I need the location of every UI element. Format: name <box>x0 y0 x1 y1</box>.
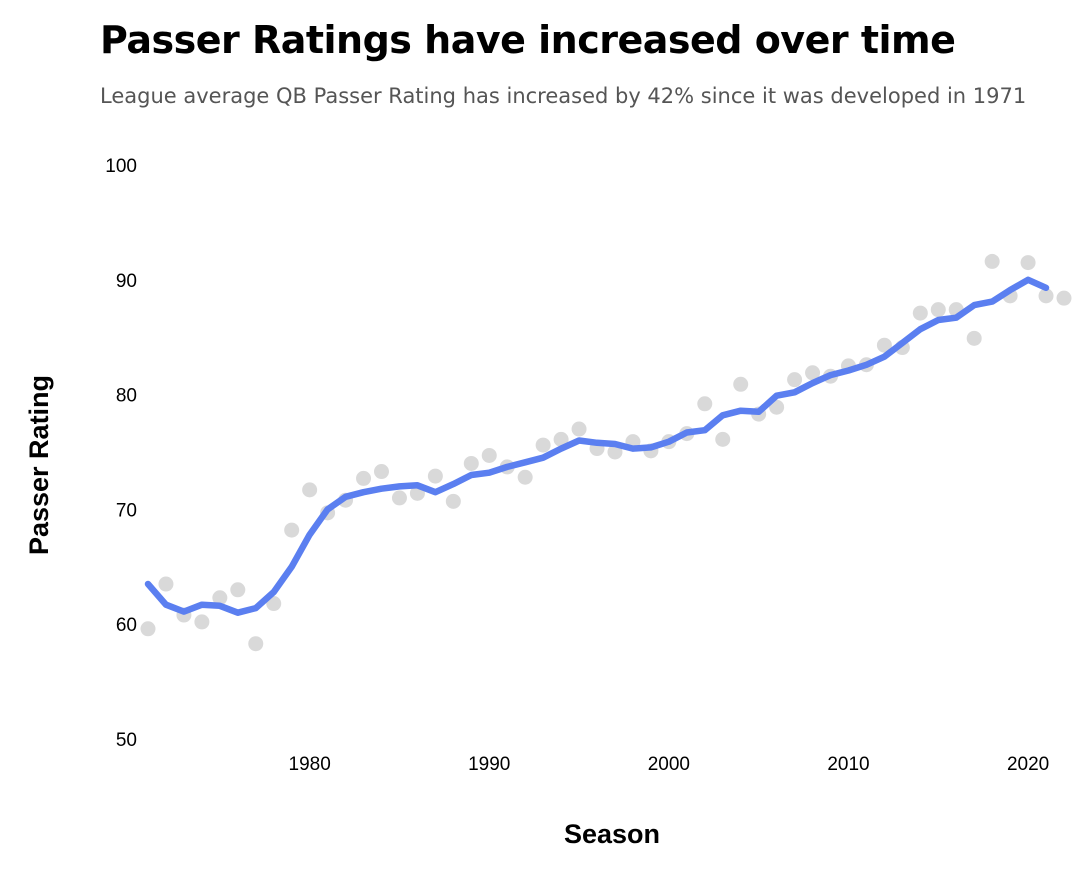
scatter-points <box>140 253 1072 652</box>
x-tick-label: 1990 <box>468 754 510 775</box>
data-point <box>481 447 497 463</box>
data-point <box>158 576 174 592</box>
x-axis-title: Season <box>564 819 660 849</box>
data-point <box>984 253 1000 269</box>
y-axis-title: Passer Rating <box>24 375 54 555</box>
data-point <box>1020 255 1036 271</box>
data-point <box>356 470 372 486</box>
trend-line <box>144 276 1050 616</box>
x-axis-ticks: 1980 1990 2000 2010 2020 <box>289 754 1050 775</box>
x-tick-label: 2020 <box>1007 754 1049 775</box>
data-point <box>230 582 246 598</box>
y-tick-label: 80 <box>116 386 137 407</box>
data-point <box>966 330 982 346</box>
data-point <box>715 431 731 447</box>
data-point <box>517 469 533 485</box>
data-point <box>248 636 264 652</box>
data-point <box>463 455 479 471</box>
y-tick-label: 90 <box>116 271 137 292</box>
x-tick-label: 2000 <box>648 754 690 775</box>
y-tick-label: 50 <box>116 730 137 751</box>
data-point <box>930 302 946 318</box>
data-point <box>445 493 461 509</box>
x-tick-label: 1980 <box>289 754 331 775</box>
data-point <box>571 421 587 437</box>
chart-title: Passer Ratings have increased over time <box>100 18 956 62</box>
data-point <box>302 482 318 498</box>
data-point <box>876 337 892 353</box>
data-point <box>194 614 210 630</box>
data-point <box>805 365 821 381</box>
y-axis-ticks: 50 60 70 80 90 100 <box>105 156 137 751</box>
data-point <box>733 376 749 392</box>
data-point <box>912 305 928 321</box>
data-point <box>140 621 156 637</box>
data-point <box>1056 290 1072 306</box>
chart-subtitle: League average QB Passer Rating has incr… <box>100 84 1027 108</box>
data-point <box>787 372 803 388</box>
x-tick-label: 2010 <box>827 754 869 775</box>
data-point <box>212 590 228 606</box>
data-point <box>535 437 551 453</box>
trend-line-group <box>144 276 1050 616</box>
data-point <box>391 490 407 506</box>
y-tick-label: 70 <box>116 500 137 521</box>
data-point <box>769 399 785 415</box>
data-point <box>373 464 389 480</box>
data-point <box>553 431 569 447</box>
y-tick-label: 60 <box>116 615 137 636</box>
data-point <box>427 468 443 484</box>
y-tick-label: 100 <box>105 156 137 177</box>
data-point <box>697 396 713 412</box>
data-point <box>284 522 300 538</box>
data-point <box>1038 288 1054 304</box>
